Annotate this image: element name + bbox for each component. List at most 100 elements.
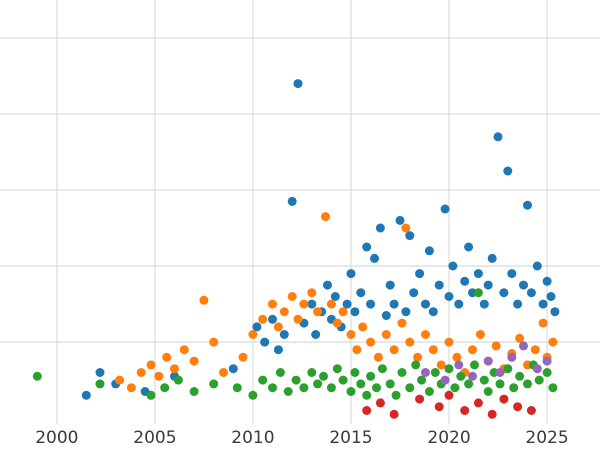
data-point-series-blue bbox=[385, 280, 395, 290]
data-point-series-orange bbox=[413, 352, 423, 362]
data-point-series-blue bbox=[546, 292, 556, 301]
data-point-series-blue bbox=[415, 269, 425, 279]
data-point-series-blue bbox=[395, 215, 405, 225]
data-point-series-blue bbox=[434, 280, 444, 290]
data-point-series-green bbox=[405, 383, 415, 393]
x-tick-label: 2025 bbox=[525, 428, 568, 448]
data-point-series-green bbox=[411, 360, 421, 370]
data-point-series-green bbox=[372, 383, 381, 393]
data-point-series-orange bbox=[428, 345, 438, 355]
data-point-series-orange bbox=[287, 292, 297, 301]
data-point-series-red bbox=[513, 402, 523, 412]
data-point-series-green bbox=[470, 360, 479, 370]
data-point-series-orange bbox=[452, 352, 462, 362]
data-point-series-green bbox=[95, 379, 105, 389]
data-point-series-purple bbox=[421, 368, 430, 377]
data-point-series-red bbox=[487, 409, 497, 419]
data-point-series-green bbox=[209, 379, 219, 389]
data-point-series-blue bbox=[287, 196, 297, 206]
data-point-series-orange bbox=[199, 295, 209, 305]
data-point-series-green bbox=[248, 390, 258, 400]
data-point-series-blue bbox=[366, 299, 376, 309]
data-point-series-orange bbox=[170, 364, 179, 374]
data-point-series-blue bbox=[381, 311, 391, 320]
data-point-series-red bbox=[526, 406, 536, 415]
data-point-series-green bbox=[366, 371, 376, 381]
data-point-series-green bbox=[523, 379, 532, 389]
data-point-series-red bbox=[460, 406, 470, 415]
data-point-series-blue bbox=[444, 292, 454, 301]
data-point-series-blue bbox=[228, 364, 238, 374]
data-point-series-blue bbox=[370, 253, 379, 263]
data-point-series-red bbox=[375, 398, 385, 408]
data-point-series-blue bbox=[532, 261, 542, 271]
x-tick-label: 2010 bbox=[231, 428, 274, 448]
data-point-series-blue bbox=[268, 314, 277, 324]
data-point-series-red bbox=[362, 406, 372, 415]
data-point-series-orange bbox=[179, 345, 189, 355]
points-layer bbox=[32, 79, 560, 419]
data-point-series-green bbox=[268, 383, 277, 393]
data-point-series-green bbox=[385, 379, 395, 389]
data-point-series-blue bbox=[487, 253, 497, 263]
data-point-series-blue bbox=[252, 322, 262, 332]
data-point-series-green bbox=[430, 368, 440, 377]
data-point-series-blue bbox=[479, 299, 489, 309]
x-axis-tick-labels: 2000 2005 2010 2015 2020 2025 bbox=[35, 428, 568, 448]
data-point-series-orange bbox=[436, 360, 446, 370]
data-point-series-blue bbox=[523, 200, 532, 210]
data-point-series-purple bbox=[483, 356, 493, 366]
data-point-series-green bbox=[313, 379, 323, 389]
data-point-series-purple bbox=[519, 341, 528, 351]
data-point-series-green bbox=[326, 383, 336, 393]
data-point-series-blue bbox=[513, 299, 523, 309]
data-point-series-orange bbox=[421, 330, 430, 339]
data-point-series-green bbox=[509, 383, 519, 393]
data-point-series-green bbox=[362, 390, 372, 400]
data-point-series-purple bbox=[495, 368, 505, 377]
data-point-series-orange bbox=[146, 360, 156, 370]
data-point-series-orange bbox=[381, 330, 391, 339]
data-point-series-green bbox=[291, 375, 301, 385]
data-point-series-orange bbox=[326, 299, 336, 309]
data-point-series-green bbox=[417, 375, 427, 385]
data-point-series-green bbox=[548, 383, 558, 393]
data-point-series-blue bbox=[493, 132, 503, 142]
data-point-series-green bbox=[473, 288, 483, 298]
data-point-series-green bbox=[338, 375, 348, 385]
data-point-series-orange bbox=[321, 212, 330, 222]
data-point-series-orange bbox=[299, 299, 309, 309]
data-point-series-blue bbox=[538, 299, 548, 309]
data-point-series-orange bbox=[332, 318, 342, 328]
data-point-series-orange bbox=[338, 307, 348, 317]
data-point-series-blue bbox=[346, 269, 356, 279]
data-point-series-orange bbox=[389, 345, 399, 355]
data-point-series-blue bbox=[356, 288, 366, 298]
data-point-series-green bbox=[424, 387, 434, 396]
data-point-series-green bbox=[479, 375, 489, 385]
data-point-series-orange bbox=[189, 356, 199, 366]
data-point-series-green bbox=[483, 387, 493, 396]
data-point-series-red bbox=[444, 390, 454, 400]
data-point-series-green bbox=[307, 368, 317, 377]
data-point-series-red bbox=[499, 394, 509, 404]
data-point-series-purple bbox=[440, 375, 450, 385]
data-point-series-orange bbox=[475, 330, 485, 339]
data-point-series-green bbox=[332, 364, 342, 374]
data-point-series-green bbox=[283, 387, 293, 396]
data-point-series-orange bbox=[397, 318, 407, 328]
data-point-series-green bbox=[258, 375, 268, 385]
data-point-series-blue bbox=[473, 269, 483, 279]
data-point-series-blue bbox=[279, 330, 289, 339]
data-point-series-orange bbox=[293, 314, 303, 324]
data-point-series-blue bbox=[342, 299, 352, 309]
data-point-series-blue bbox=[330, 292, 340, 301]
data-point-series-red bbox=[434, 402, 444, 412]
data-point-series-orange bbox=[366, 337, 376, 347]
data-point-series-green bbox=[444, 364, 454, 374]
data-point-series-orange bbox=[268, 299, 277, 309]
data-point-series-blue bbox=[421, 299, 430, 309]
data-point-series-orange bbox=[468, 345, 477, 355]
data-point-series-orange bbox=[346, 330, 356, 339]
data-point-series-orange bbox=[444, 337, 454, 347]
